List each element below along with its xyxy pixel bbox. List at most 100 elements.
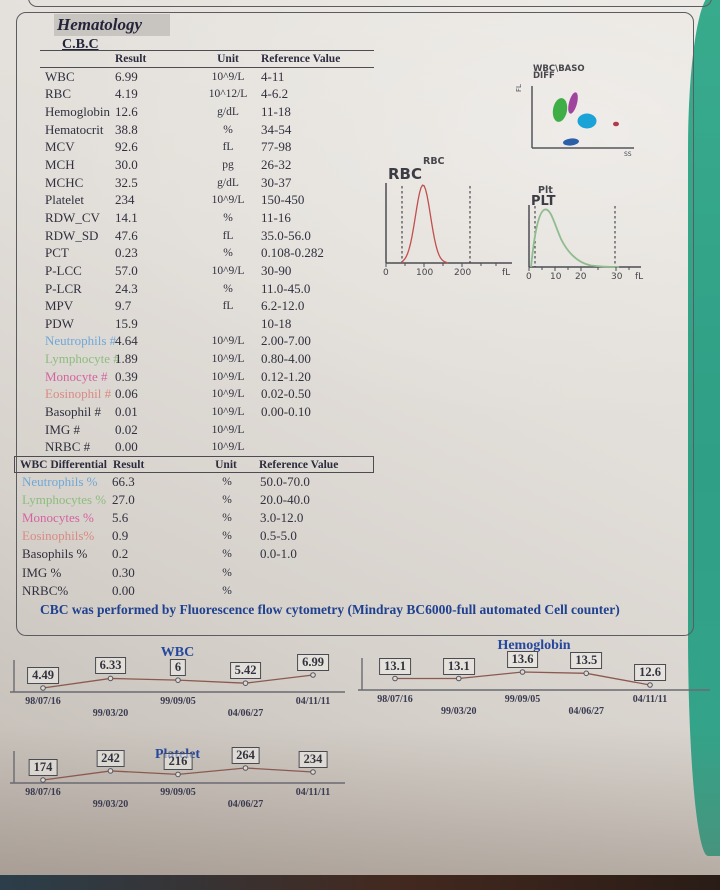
trend-date: 99/09/05 [160,787,196,798]
header-result: Result [115,53,147,65]
row-label: IMG # [45,421,81,437]
trend-date: 98/07/16 [377,694,413,705]
trend-date: 99/03/20 [92,799,129,810]
row-reference: 0.108-0.282 [261,245,324,261]
row-reference: 0.0-1.0 [260,546,297,562]
row-result: 5.6 [112,510,129,526]
row-result: 15.9 [115,315,138,331]
plt-histogram-title: PLT [531,194,556,209]
row-label: NRBC% [22,582,69,598]
trend-value-box: 264 [231,747,260,764]
row-result: 12.6 [115,104,138,120]
row-reference: 34-54 [261,121,292,137]
row-result: 0.00 [112,582,135,598]
row-result: 14.1 [115,209,138,225]
table-row: IMG # 0.02 10^9/L [40,421,374,439]
header-reference: Reference Value [261,53,341,65]
trend-value-box: 6.33 [94,657,127,675]
row-label: Monocyte # [45,368,108,384]
trend-date: 98/07/16 [25,696,61,707]
row-label: IMG % [22,564,62,580]
row-result: 0.01 [115,403,138,419]
trend-marker [519,669,526,675]
scattergram-subtitle: DIFF [533,71,555,81]
table-row: P-LCR 24.3% 11.0-45.0 [40,280,374,298]
row-unit: 10^9/L [211,388,245,401]
table-row: PDW 15.9 10-18 [40,315,374,333]
previous-section-frame [28,0,712,7]
row-result: 66.3 [112,474,135,490]
table-row: IMG % 0.30% [14,563,374,581]
row-unit: % [222,512,232,525]
trend-value-box: 4.49 [27,667,59,684]
row-result: 4.64 [115,333,138,349]
table-row: Platelet 234 10^9/L 150-450 [40,191,374,209]
row-result: 27.0 [112,492,135,508]
row-reference: 6.2-12.0 [261,298,305,314]
row-reference: 0.12-1.20 [261,368,311,384]
row-label: Platelet [45,192,84,208]
scattergram-x-label: SS [624,151,632,158]
row-result: 30.0 [115,157,138,173]
trend-date: 99/03/20 [92,708,129,719]
trend-value-box: 174 [28,759,58,776]
row-label: P-LCC [45,262,82,278]
trend-value-box: 13.6 [506,651,539,668]
wbc-trend-chart: WBC 4.49 98/07/16 6.33 99/03/20 6 99/09/05 5.42… [10,645,345,723]
row-reference: 3.0-12.0 [260,510,304,526]
row-label: Lymphocyte # [45,351,120,367]
row-unit: 10^9/L [211,70,245,83]
scattergram-plot: SS [531,86,634,158]
row-label: NRBC # [45,439,91,455]
table-row: Lymphocytes % 27.0% 20.0-40.0 [14,491,374,509]
trend-title: WBC [160,645,195,660]
trend-marker [175,771,181,778]
trend-marker [40,777,46,783]
monocyte-cluster [568,92,578,114]
row-unit: fL [222,141,234,154]
section-title: Hematology [54,14,170,36]
cbc-table-body: WBC 6.99 10^9/L 4-11 RBC 4.19 10^12/L 4-6.2 Hemo… [40,68,374,456]
row-label: MCV [45,139,75,155]
row-result: 0.39 [115,368,138,384]
table-row: RBC 4.19 10^12/L 4-6.2 [40,86,374,104]
row-unit: fL [222,229,234,242]
row-unit: fL [222,300,234,313]
header-unit: Unit [217,53,239,65]
header-result: Result [113,458,145,471]
row-label: MCH [45,157,75,173]
row-label: Basophils % [22,546,88,562]
row-unit: g/dL [217,106,239,119]
trend-plot [10,660,345,693]
row-label: Eosinophils% [22,528,95,544]
header-reference: Reference Value [259,458,339,471]
table-row: Eosinophils% 0.9% 0.5-5.0 [14,527,374,545]
trend-marker [242,680,249,686]
trend-marker [310,672,316,678]
table-row: Neutrophils % 66.3% 50.0-70.0 [14,473,374,491]
diff-table-body: Neutrophils % 66.3% 50.0-70.0 Lymphocytes %… [14,473,374,600]
table-row: Monocytes % 5.6% 3.0-12.0 [14,509,374,527]
cbc-table: Result Unit Reference Value WBC 6.99 10^9/… [40,50,374,456]
plt-tick-20: 20 [575,272,587,282]
row-result: 0.23 [115,245,138,261]
trend-value-box: 13.1 [442,657,475,675]
plt-tick-10: 10 [550,272,562,282]
header-unit: Unit [215,458,237,471]
trend-marker [310,769,316,775]
row-unit: 10^9/L [211,370,245,383]
rbc-histogram-title: RBC [388,165,422,183]
row-result: 6.99 [115,68,138,84]
trend-marker [175,677,181,683]
row-unit: % [222,476,232,489]
row-reference: 150-450 [261,192,305,208]
wbc-baso-scattergram: WBC\BASO DIFF FL SS [515,62,650,158]
table-row: Eosinophil #0.06 10^9/L 0.02-0.50 [40,386,374,404]
table-row: RDW_SD 47.6 fL 35.0-56.0 [40,227,374,245]
row-unit: 10^9/L [211,405,245,418]
row-label: Hematocrit [45,121,104,137]
row-label: MCHC [45,174,84,190]
trend-marker [647,682,653,688]
trend-value-box: 12.6 [634,664,666,681]
row-label: Neutrophils # [45,333,117,349]
